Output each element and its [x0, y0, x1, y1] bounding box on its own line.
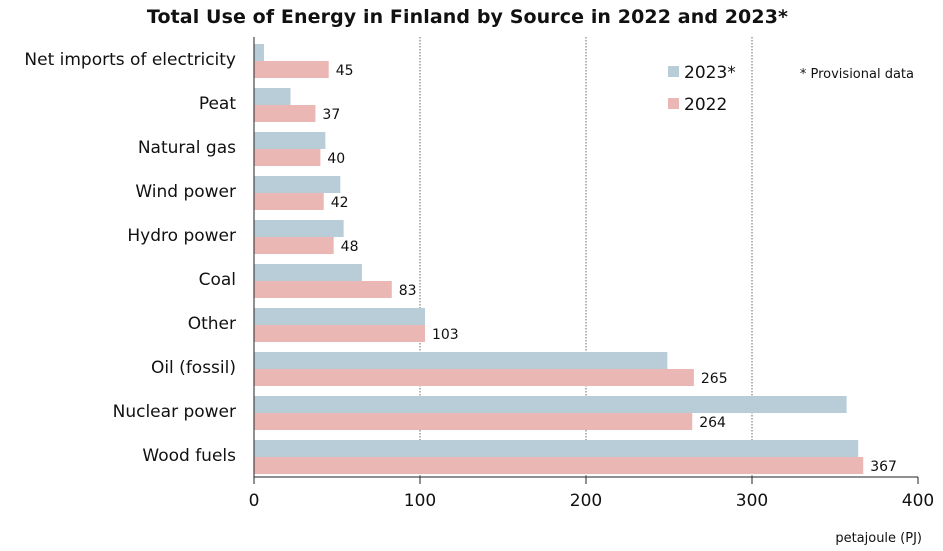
bar-2022 [254, 149, 321, 166]
bar-2023 [254, 352, 668, 369]
bar-2023 [254, 132, 326, 149]
bar-2022 [254, 237, 334, 254]
bar-2022 [254, 325, 425, 342]
axes [253, 37, 919, 484]
data-label-2022: 45 [336, 63, 354, 79]
data-label-2022: 42 [331, 195, 349, 211]
bar-2022 [254, 369, 694, 386]
bar-2023 [254, 88, 291, 105]
x-tick-label: 400 [902, 491, 934, 511]
provisional-note: * Provisional data [800, 67, 914, 82]
legend-label-2022: 2022 [684, 95, 727, 115]
legend: 2023* 2022 * Provisional data [668, 63, 914, 115]
bar-2023 [254, 308, 425, 325]
bar-2022 [254, 193, 324, 210]
data-label-2022: 367 [870, 459, 897, 475]
data-label-2022: 103 [432, 327, 459, 343]
category-label: Hydro power [127, 226, 236, 246]
category-label: Coal [199, 270, 236, 290]
category-label: Peat [199, 94, 237, 114]
legend-swatch-2023 [668, 66, 679, 77]
bar-2022 [254, 413, 693, 430]
bar-2023 [254, 220, 344, 237]
category-label: Net imports of electricity [24, 50, 236, 70]
legend-swatch-2022 [668, 98, 679, 109]
category-label: Nuclear power [113, 402, 236, 422]
category-label: Natural gas [138, 138, 236, 158]
bar-2022 [254, 281, 392, 298]
data-label-2022: 83 [399, 283, 417, 299]
x-tick-label: 300 [736, 491, 768, 511]
category-label: Wind power [135, 182, 236, 202]
bar-2023 [254, 440, 859, 457]
bar-2023 [254, 44, 264, 61]
bar-2023 [254, 176, 341, 193]
x-tick-label: 100 [404, 491, 436, 511]
category-label: Oil (fossil) [151, 358, 236, 378]
x-tick-label: 0 [249, 491, 260, 511]
data-label-2022: 40 [327, 151, 345, 167]
legend-label-2023: 2023* [684, 63, 736, 83]
labels: 0 100 200 300 400 45 Net imports of electricit… [24, 50, 934, 546]
category-label: Other [188, 314, 236, 334]
x-axis-unit-label: petajoule (PJ) [835, 531, 922, 546]
chart-title: Total Use of Energy in Finland by Source… [146, 6, 789, 28]
bar-2023 [254, 264, 362, 281]
data-label-2022: 265 [701, 371, 728, 387]
bar-2022 [254, 61, 329, 78]
bar-2022 [254, 105, 316, 122]
bar-2023 [254, 396, 847, 413]
data-label-2022: 37 [322, 107, 340, 123]
category-label: Wood fuels [142, 446, 236, 466]
bars [254, 44, 864, 474]
data-label-2022: 264 [699, 415, 726, 431]
bar-2022 [254, 457, 864, 474]
data-label-2022: 48 [341, 239, 359, 255]
x-tick-label: 200 [570, 491, 602, 511]
